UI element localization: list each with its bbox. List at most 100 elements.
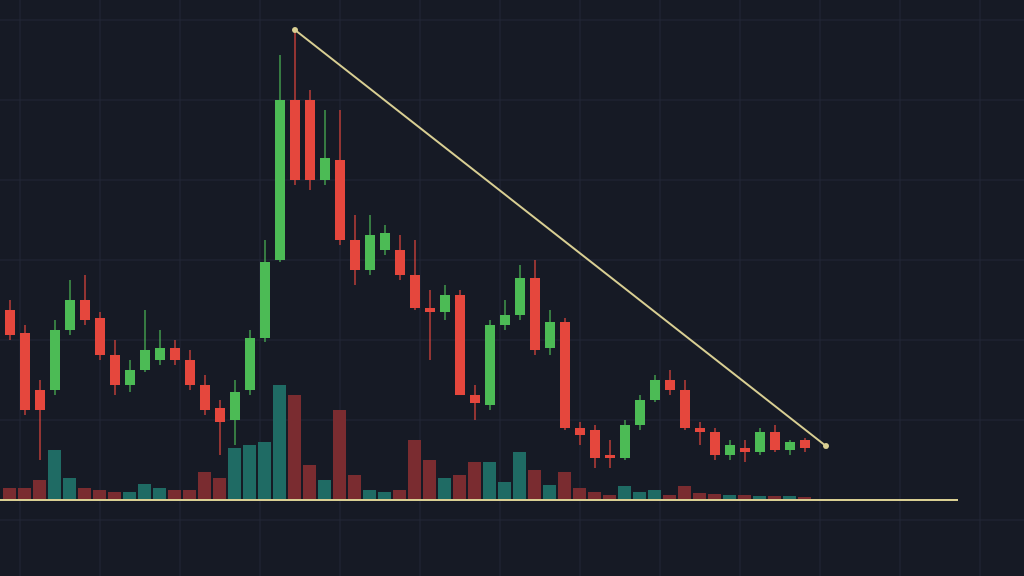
candle-body (680, 390, 690, 428)
candle-body (800, 440, 810, 448)
candle-body (65, 300, 75, 330)
candle-body (320, 158, 330, 180)
volume-bar (633, 492, 646, 500)
volume-bar (693, 493, 706, 500)
candle-body (185, 360, 195, 385)
candle-body (215, 408, 225, 422)
candle-body (110, 355, 120, 385)
candle-body (740, 448, 750, 452)
candle-body (410, 275, 420, 308)
candle-body (620, 425, 630, 458)
trendline (294, 29, 827, 447)
volume-bar (18, 488, 31, 500)
candle-body (785, 442, 795, 450)
volume-bar (738, 495, 751, 500)
volume-bar (393, 490, 406, 500)
volume-bar (798, 497, 811, 500)
candle-body (395, 250, 405, 275)
volume-bar (108, 492, 121, 500)
volume-bar (123, 492, 136, 500)
candle-body (455, 295, 465, 395)
volume-bar (783, 496, 796, 500)
candle-body (725, 445, 735, 455)
candle-body (590, 430, 600, 458)
volume-bar (3, 488, 16, 500)
volume-bar (558, 472, 571, 500)
candle-body (665, 380, 675, 390)
trendline-point (823, 443, 829, 449)
volume-bar (258, 442, 271, 500)
volume-bar (138, 484, 151, 500)
candle-body (470, 395, 480, 403)
candle-body (770, 432, 780, 450)
volume-bar (213, 478, 226, 500)
candle-body (350, 240, 360, 270)
volume-bar (603, 495, 616, 500)
volume-bar (48, 450, 61, 500)
candle-body (230, 392, 240, 420)
volume-bar (723, 495, 736, 500)
candle-body (425, 308, 435, 312)
volume-bar (198, 472, 211, 500)
volume-bar (33, 480, 46, 500)
candle-body (305, 100, 315, 180)
candle-body (260, 262, 270, 338)
candle-body (440, 295, 450, 312)
candle-body (20, 333, 30, 410)
candle-body (200, 385, 210, 410)
volume-bar (93, 490, 106, 500)
candle-body (380, 233, 390, 250)
volume-bar (663, 495, 676, 500)
volume-bar (528, 470, 541, 500)
candle-body (170, 348, 180, 360)
candle-body (485, 325, 495, 405)
candle-body (35, 390, 45, 410)
volume-bar (78, 488, 91, 500)
volume-bar (573, 488, 586, 500)
volume-bar (423, 460, 436, 500)
volume-bar (378, 492, 391, 500)
candle-body (245, 338, 255, 390)
volume-bar (273, 385, 286, 500)
volume-bar (543, 485, 556, 500)
volume-bar (168, 490, 181, 500)
candle-body (140, 350, 150, 370)
volume-bar (618, 486, 631, 500)
volume-bar (288, 395, 301, 500)
candle-body (545, 322, 555, 348)
volume-bar (333, 410, 346, 500)
volume-bar (63, 478, 76, 500)
candle-body (755, 432, 765, 452)
volume-bar (303, 465, 316, 500)
volume-bar (648, 490, 661, 500)
candle-body (635, 400, 645, 425)
volume-bar (438, 478, 451, 500)
volume-layer (3, 385, 811, 500)
candle-body (560, 322, 570, 428)
candle-body (125, 370, 135, 385)
volume-bar (228, 448, 241, 500)
volume-bar (708, 494, 721, 500)
candle-body (275, 100, 285, 260)
volume-bar (678, 486, 691, 500)
volume-bar (498, 482, 511, 500)
candle-body (5, 310, 15, 335)
candle-body (500, 315, 510, 325)
candle-body (710, 432, 720, 455)
trendline-point (292, 27, 298, 33)
candle-body (80, 300, 90, 320)
volume-bar (588, 492, 601, 500)
candle-body (515, 278, 525, 315)
candle-body (650, 380, 660, 400)
candle-body (605, 455, 615, 458)
candle-body (50, 330, 60, 390)
volume-bar (483, 462, 496, 500)
candle-body (290, 100, 300, 180)
candle-body (335, 160, 345, 240)
volume-bar (348, 475, 361, 500)
volume-bar (753, 496, 766, 500)
candle-body (695, 428, 705, 432)
candle-body (575, 428, 585, 435)
candle-body (530, 278, 540, 350)
